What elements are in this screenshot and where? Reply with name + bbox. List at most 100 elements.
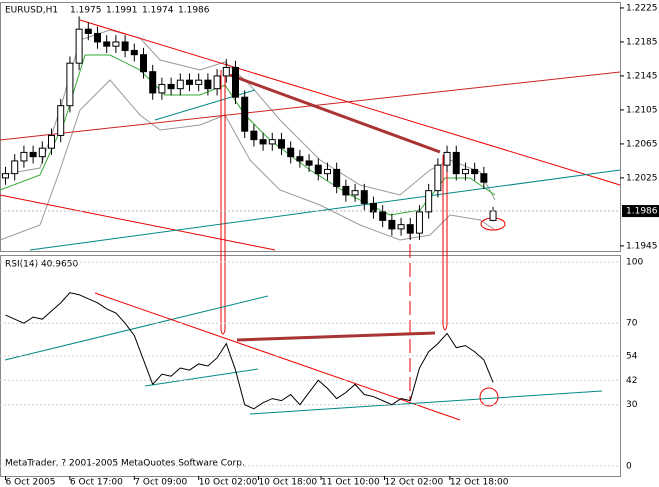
candle-body xyxy=(84,28,92,34)
candle-body xyxy=(195,79,203,85)
candle-body xyxy=(241,96,249,132)
ohlc-low: 1.1974 xyxy=(142,6,174,16)
candle-body xyxy=(397,224,405,230)
y-tick-label: 1.2225 xyxy=(626,3,658,13)
symbol: EURUSD,H1 xyxy=(5,6,58,16)
candle-body xyxy=(369,202,377,213)
candle-body xyxy=(167,83,175,90)
candle-body xyxy=(158,83,166,94)
candle-body xyxy=(314,164,322,175)
y-tick-label: 0 xyxy=(626,461,632,471)
trendline xyxy=(79,19,621,186)
x-tick-label: 6 Oct 2005 xyxy=(6,478,56,487)
ohlc-high: 1.1991 xyxy=(106,6,138,16)
candle-body xyxy=(75,28,83,64)
x-tick-label: 12 Oct 02:00 xyxy=(385,478,444,487)
rsi-line xyxy=(5,292,494,410)
y-tick-label: 70 xyxy=(626,319,638,329)
candle-body xyxy=(103,41,111,47)
candle-body xyxy=(351,190,359,196)
candle-body xyxy=(250,130,258,141)
x-tick-label: 11 Oct 10:00 xyxy=(321,478,380,487)
y-tick-label: 30 xyxy=(626,400,638,410)
candle-body xyxy=(480,173,488,183)
candle-body xyxy=(333,168,341,187)
trendline xyxy=(29,169,621,251)
candle-body xyxy=(342,185,350,196)
y-tick-label: 1.1945 xyxy=(626,241,658,251)
candle-body xyxy=(443,151,451,166)
trendline xyxy=(4,295,269,361)
rsi-title: RSI(14) 40.9650 xyxy=(5,260,78,270)
candle-body xyxy=(268,139,276,145)
y-tick-label: 1.2105 xyxy=(626,105,658,115)
candle-body xyxy=(305,160,313,166)
trendline xyxy=(0,71,621,141)
ohlc-open: 1.1975 xyxy=(70,6,102,16)
candle-body xyxy=(259,139,267,145)
x-tick-label: 10 Oct 02:00 xyxy=(199,478,258,487)
candle-body xyxy=(222,66,230,77)
bollinger-lower xyxy=(0,79,496,241)
candle-body xyxy=(213,75,221,90)
candle-body xyxy=(94,32,102,43)
candle-body xyxy=(20,151,28,162)
candle-body xyxy=(29,151,37,158)
connector xyxy=(220,70,226,335)
trendline xyxy=(144,368,259,387)
trendline xyxy=(0,194,276,251)
trendline xyxy=(94,292,461,421)
candle-body xyxy=(406,224,414,234)
candle-body xyxy=(149,71,157,94)
candle-body xyxy=(434,164,442,192)
candle-body xyxy=(323,168,331,175)
candle-body xyxy=(452,151,460,175)
x-tick-label: 7 Oct 09:00 xyxy=(134,478,187,487)
current-price-label: 1.1986 xyxy=(626,207,658,217)
candle-body xyxy=(425,190,433,213)
trendline xyxy=(229,73,441,154)
x-tick-label: 12 Oct 18:00 xyxy=(450,478,509,487)
candle-body xyxy=(140,54,148,73)
y-tick-label: 42 xyxy=(626,376,637,386)
y-tick-label: 54 xyxy=(626,351,638,361)
candle-body xyxy=(185,79,193,85)
y-tick-label: 1.2185 xyxy=(626,37,658,47)
trendline xyxy=(249,390,603,415)
candle-body xyxy=(287,147,295,158)
candle-body xyxy=(415,211,423,234)
candle-body xyxy=(296,156,304,162)
candle-body xyxy=(48,134,56,149)
candle-body xyxy=(489,210,497,221)
candle-body xyxy=(231,66,239,98)
x-tick-label: 6 Oct 17:00 xyxy=(70,478,123,487)
candle-body xyxy=(388,219,396,230)
candle-body xyxy=(360,190,368,204)
candle-body xyxy=(277,139,285,149)
ohlc-close: 1.1986 xyxy=(178,6,210,16)
y-tick-label: 100 xyxy=(626,258,643,268)
highlight xyxy=(479,387,499,407)
candle-body xyxy=(121,41,129,51)
candle-body xyxy=(471,168,479,175)
candle-body xyxy=(57,105,65,136)
candle-body xyxy=(379,211,387,221)
footer: MetaTrader, ? 2001-2005 MetaQuotes Softw… xyxy=(5,459,245,469)
candle-body xyxy=(66,62,74,107)
candle-body xyxy=(38,147,46,158)
trendline xyxy=(236,331,436,342)
price-panel xyxy=(0,2,621,252)
candle-body xyxy=(130,49,138,56)
candle-body xyxy=(112,41,120,47)
candle-body xyxy=(11,160,19,175)
candle-body xyxy=(2,173,10,179)
candle-body xyxy=(176,79,184,90)
y-tick-label: 1.2025 xyxy=(626,173,658,183)
x-tick-label: 10 Oct 18:00 xyxy=(258,478,317,487)
current-price-box xyxy=(622,205,659,218)
candle-body xyxy=(461,168,469,175)
y-tick-label: 1.2065 xyxy=(626,139,658,149)
connector xyxy=(442,155,448,331)
